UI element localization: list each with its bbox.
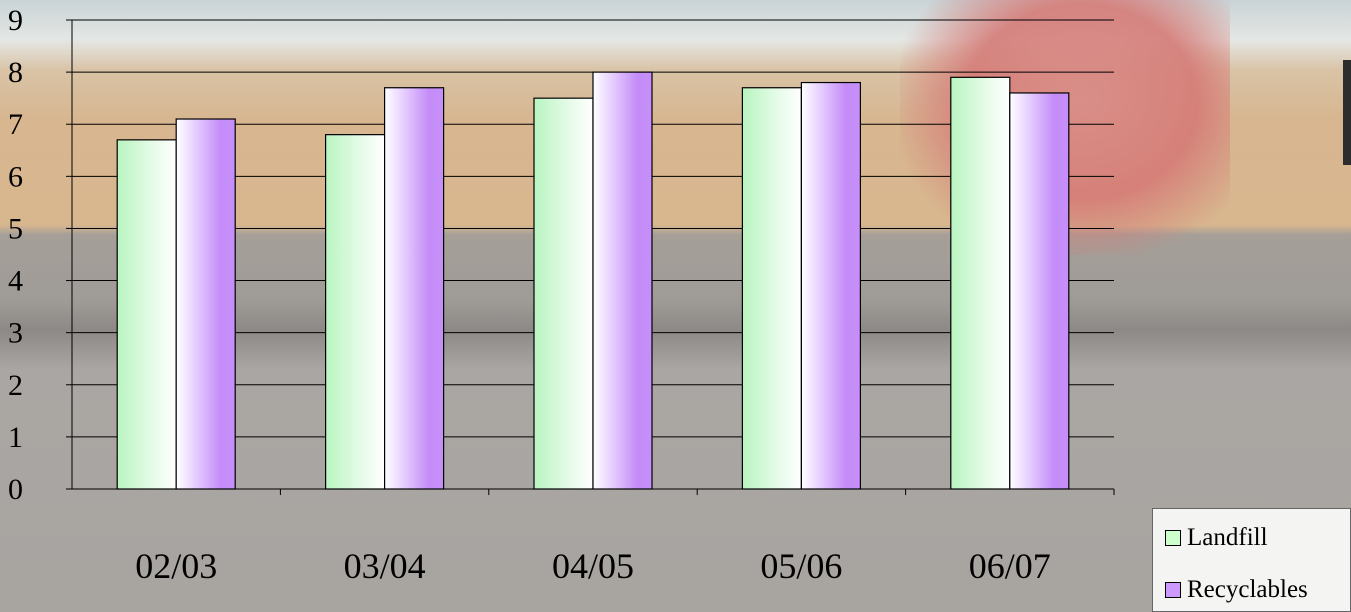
y-tick-label: 9 (8, 4, 23, 37)
legend-item-landfill: Landfill (1165, 523, 1268, 553)
legend-swatch-recyclables (1165, 582, 1181, 598)
y-tick-label: 5 (8, 212, 23, 245)
y-tick-label: 3 (8, 317, 23, 350)
x-tick-label: 02/03 (135, 546, 217, 586)
y-tick-label: 1 (8, 421, 23, 454)
y-tick-label: 6 (8, 160, 23, 193)
bar-recyclables (592, 71, 653, 490)
bar-landfill (116, 139, 177, 490)
bar-landfill (533, 97, 594, 490)
x-tick-label: 03/04 (344, 546, 426, 586)
legend: Landfill Recyclables (1152, 508, 1351, 612)
x-tick-label: 06/07 (969, 546, 1051, 586)
bar-recyclables (384, 87, 445, 490)
legend-label-landfill: Landfill (1187, 524, 1268, 551)
bar-recyclables (175, 118, 236, 490)
legend-item-recyclables: Recyclables (1165, 575, 1308, 605)
bar-recyclables (800, 81, 862, 490)
y-tick-label: 4 (8, 265, 23, 298)
y-tick-label: 7 (8, 108, 23, 141)
y-tick-label: 0 (8, 473, 23, 506)
y-tick-label: 2 (8, 369, 23, 402)
bar-landfill (325, 134, 386, 490)
tick-labels: 0 1 2 3 4 5 6 7 8 9 02/03 03/04 04/05 05/06 06/07 (8, 4, 1051, 586)
x-tick-label: 04/05 (552, 546, 634, 586)
legend-swatch-landfill (1165, 530, 1181, 546)
bar-landfill (741, 87, 803, 490)
background-object (1343, 60, 1351, 165)
bar-recyclables (1009, 92, 1070, 490)
x-tick-label: 05/06 (760, 546, 842, 586)
bar-landfill (950, 76, 1011, 490)
legend-label-recyclables: Recyclables (1187, 576, 1308, 603)
y-tick-label: 8 (8, 56, 23, 89)
bars (116, 71, 1070, 490)
